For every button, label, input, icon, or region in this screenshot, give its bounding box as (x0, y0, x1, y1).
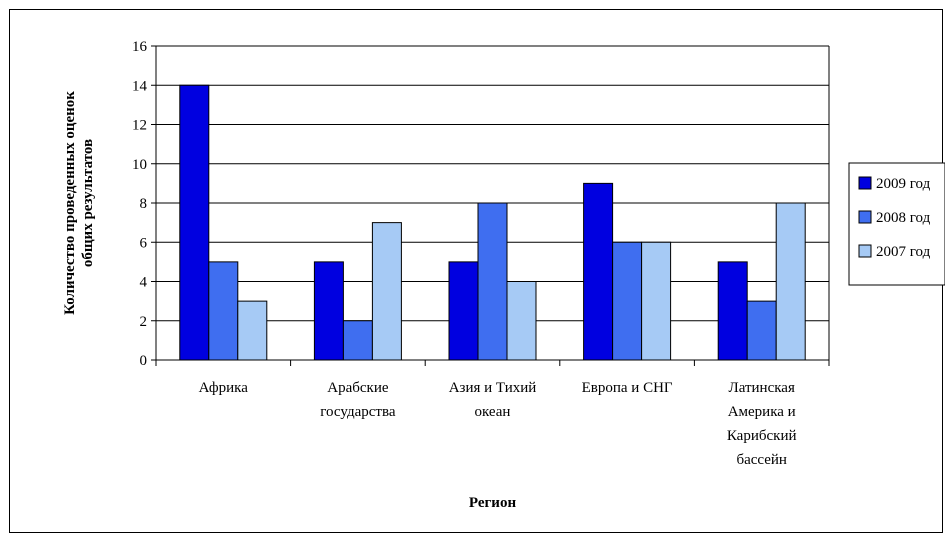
bar (641, 241, 672, 361)
bar (477, 202, 508, 361)
legend-swatch (858, 176, 872, 190)
y-tick-label: 2 (140, 314, 148, 330)
bar (583, 182, 614, 361)
bar (237, 300, 268, 361)
bar (342, 320, 373, 361)
bar (208, 261, 239, 361)
bar (612, 241, 643, 361)
bars (179, 84, 806, 361)
x-category-label: Европа и СНГ (582, 380, 673, 396)
x-category-label: Африка (199, 380, 249, 396)
legend-label: 2009 год (876, 176, 931, 192)
y-tick-label: 6 (140, 235, 148, 251)
y-tick-label: 8 (140, 196, 148, 212)
bar (775, 202, 806, 361)
bar (506, 281, 537, 361)
y-axis-title-text: Количество проведенных оценок общих резул… (62, 91, 96, 315)
y-tick-label: 4 (140, 275, 148, 291)
bar (179, 84, 210, 361)
x-category-label: Латинская Америка и Карибский бассейн (727, 380, 797, 468)
bar (717, 261, 748, 361)
y-tick-labels: 0 2 4 6 8 10 12 14 16 (132, 39, 148, 369)
legend-label: 2008 год (876, 210, 931, 226)
bar (746, 300, 777, 361)
bar (448, 261, 479, 361)
x-axis-title: Регион (469, 495, 517, 511)
legend-swatch (858, 210, 872, 224)
x-category-labels: Африка Арабские государства Азия и Тихий оке… (199, 380, 797, 468)
bar (313, 261, 344, 361)
legend: 2009 год 2008 год 2007 год (848, 162, 945, 286)
legend-swatch (858, 244, 872, 258)
y-tick-label: 10 (132, 157, 147, 173)
gridlines (156, 45, 830, 360)
bar (371, 222, 402, 361)
legend-label: 2007 год (876, 244, 931, 260)
y-tick-label: 14 (132, 78, 148, 94)
axes (151, 45, 830, 366)
y-tick-label: 16 (132, 39, 148, 55)
y-tick-label: 12 (132, 118, 147, 134)
y-axis-title: Количество проведенных оценок общих резул… (62, 91, 96, 315)
x-category-label: Азия и Тихий океан (449, 380, 537, 420)
x-category-label: Арабские государства (320, 380, 396, 420)
y-tick-label: 0 (140, 353, 148, 369)
